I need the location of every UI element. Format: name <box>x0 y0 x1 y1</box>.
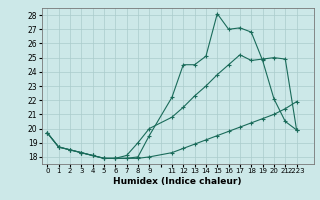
X-axis label: Humidex (Indice chaleur): Humidex (Indice chaleur) <box>113 177 242 186</box>
